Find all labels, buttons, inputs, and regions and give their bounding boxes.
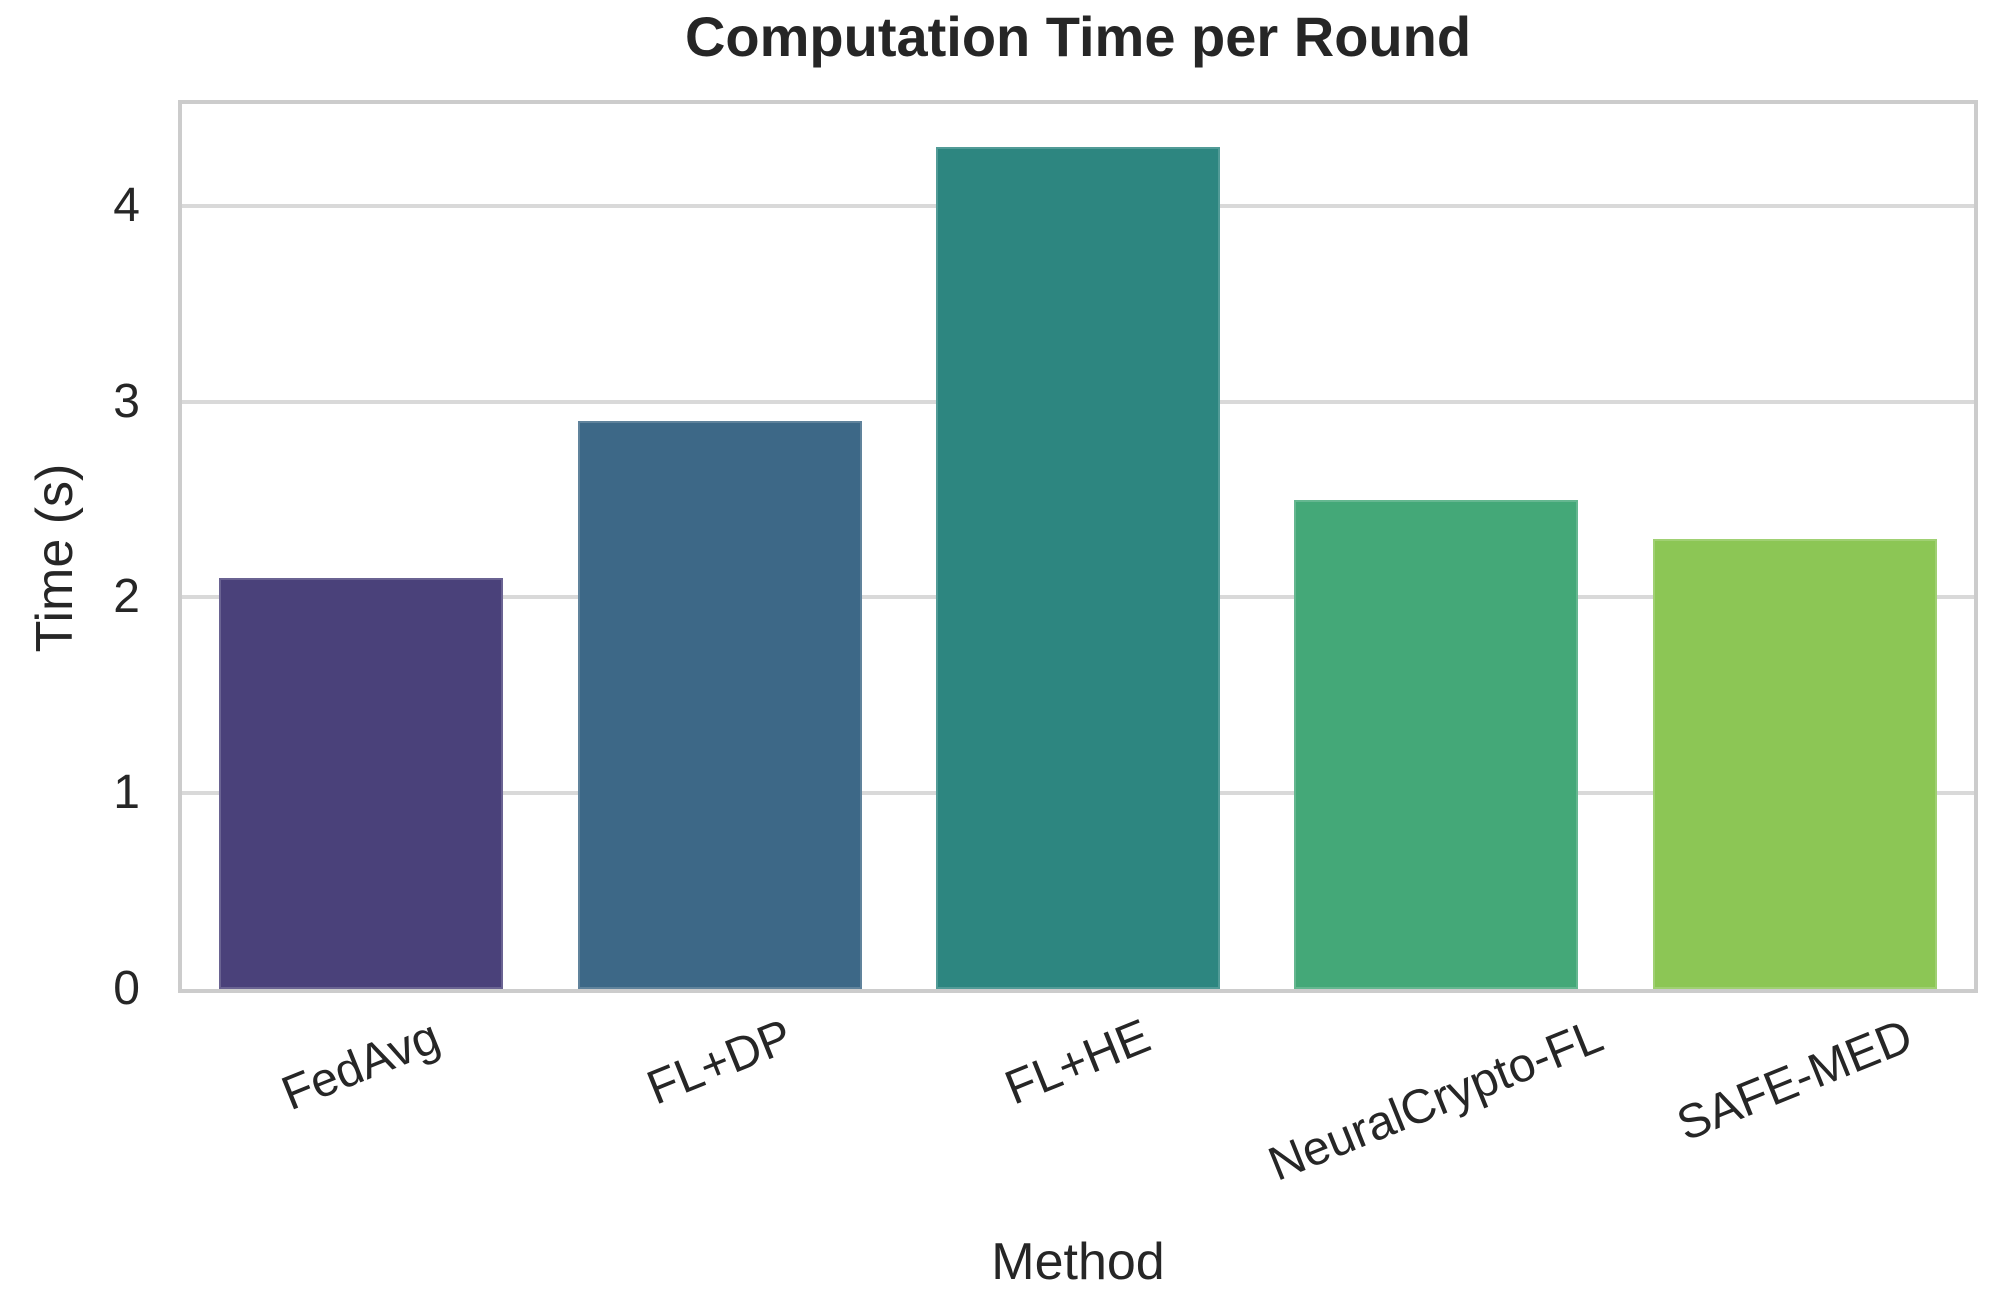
y-tick-label: 2 — [113, 570, 140, 624]
chart-title: Computation Time per Round — [684, 5, 1472, 68]
bar-fl-dp — [577, 421, 862, 989]
y-tick-label: 4 — [113, 178, 140, 232]
bar-safe-med — [1652, 538, 1937, 989]
x-tick-label-fl-dp: FL+DP — [639, 1010, 800, 1116]
y-tick-label: 3 — [113, 374, 140, 428]
bar-neuralcrypto-fl — [1294, 499, 1579, 989]
x-axis-label: Method — [991, 1233, 1165, 1291]
x-tick-label-neuralcrypto-fl: NeuralCrypto-FL — [1261, 1009, 1611, 1193]
x-tick-label-safe-med: SAFE-MED — [1669, 1009, 1920, 1152]
x-tick-label-fedavg: FedAvg — [274, 1010, 448, 1121]
y-tick-label: 1 — [113, 766, 140, 820]
plot-area — [178, 100, 1978, 993]
x-tick-label-fl-he: FL+HE — [998, 1010, 1158, 1116]
bar-fedavg — [219, 577, 504, 989]
bar-fl-he — [936, 147, 1220, 989]
y-tick-label: 0 — [113, 962, 140, 1015]
